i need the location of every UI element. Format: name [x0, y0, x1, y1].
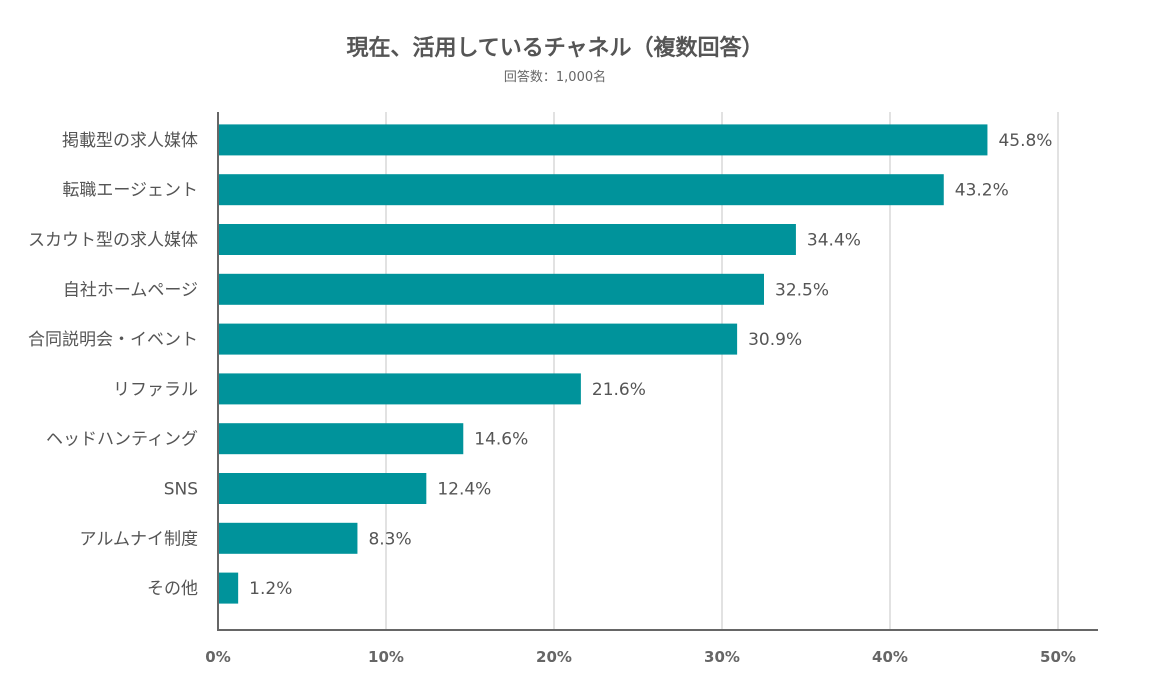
value-label-5: 21.6% [592, 380, 646, 400]
value-label-8: 8.3% [368, 529, 411, 549]
bar-8 [218, 522, 358, 554]
value-label-2: 34.4% [807, 231, 861, 251]
chart-title: 現在、活用しているチャネル（複数回答） [346, 36, 764, 61]
x-tick-label-5: 50% [1040, 648, 1076, 666]
x-tick-label-4: 40% [872, 648, 908, 666]
value-label-4: 30.9% [748, 330, 802, 350]
x-tick-label-0: 0% [205, 648, 230, 666]
category-label-8: アルムナイ制度 [80, 529, 199, 549]
bar-4 [218, 323, 738, 355]
value-label-0: 45.8% [998, 131, 1052, 151]
category-label-4: 合同説明会・イベント [28, 330, 198, 350]
category-label-2: スカウト型の求人媒体 [28, 231, 198, 251]
bar-9 [218, 572, 239, 604]
value-label-3: 32.5% [775, 280, 829, 300]
category-label-9: その他 [147, 579, 198, 599]
value-label-7: 12.4% [437, 480, 491, 500]
x-tick-label-2: 20% [536, 648, 572, 666]
x-tick-label-1: 10% [368, 648, 404, 666]
value-label-9: 1.2% [249, 579, 292, 599]
category-label-7: SNS [164, 480, 198, 500]
x-tick-label-3: 30% [704, 648, 740, 666]
bar-7 [218, 473, 427, 504]
bar-6 [218, 423, 464, 455]
bar-5 [218, 373, 581, 405]
value-label-6: 14.6% [474, 430, 528, 450]
value-label-1: 43.2% [955, 181, 1009, 201]
category-label-0: 掲載型の求人媒体 [62, 131, 198, 151]
category-label-3: 自社ホームページ [63, 280, 198, 300]
category-label-5: リファラル [113, 380, 198, 400]
bar-2 [218, 224, 796, 255]
bar-1 [218, 174, 944, 206]
bar-3 [218, 273, 764, 305]
bar-0 [218, 124, 988, 156]
category-label-1: 転職エージェント [62, 181, 198, 201]
chart-subtitle: 回答数：1,000名 [503, 70, 607, 85]
category-label-6: ヘッドハンティング [46, 430, 198, 450]
